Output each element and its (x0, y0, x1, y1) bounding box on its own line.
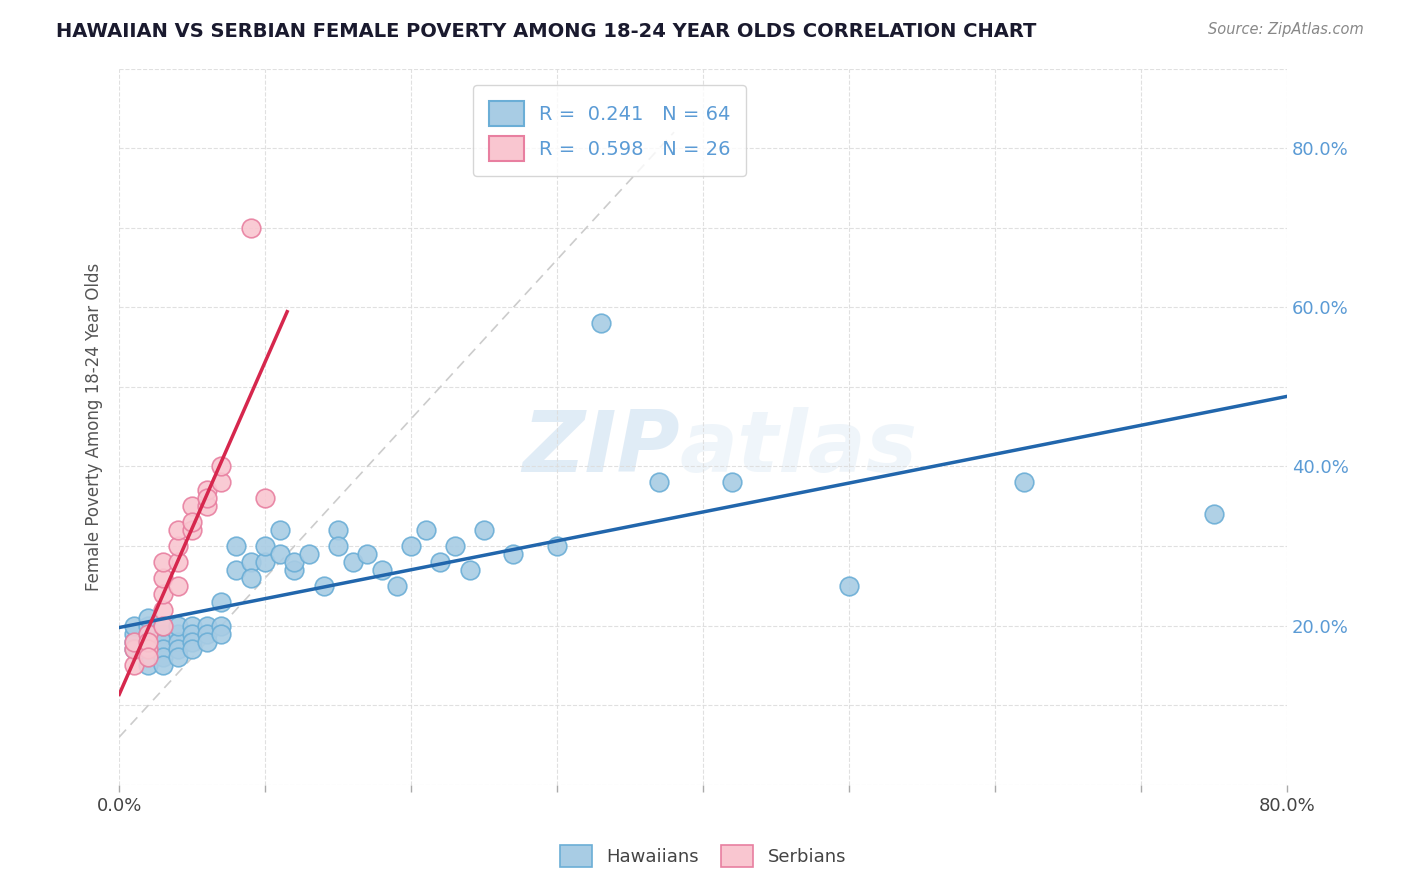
Point (211, 595, 233, 609)
Point (415, 523, 437, 537)
Point (328, 539, 350, 553)
Point (195, 500, 218, 514)
Point (152, 626, 174, 640)
Point (269, 523, 291, 537)
Point (181, 523, 204, 537)
Point (122, 626, 145, 640)
Point (225, 539, 247, 553)
Point (138, 634, 160, 648)
Point (122, 618, 145, 632)
Point (283, 555, 305, 569)
Point (721, 475, 744, 490)
Point (444, 539, 467, 553)
Point (166, 626, 188, 640)
Point (138, 650, 160, 665)
Text: ZIP: ZIP (522, 407, 681, 490)
Point (166, 579, 188, 593)
Point (181, 515, 204, 529)
Point (166, 634, 188, 648)
Point (472, 523, 495, 537)
Point (195, 483, 218, 498)
Point (328, 523, 350, 537)
Point (152, 602, 174, 616)
Point (138, 658, 160, 673)
Point (166, 539, 188, 553)
Point (458, 563, 481, 577)
Point (138, 642, 160, 657)
Y-axis label: Female Poverty Among 18-24 Year Olds: Female Poverty Among 18-24 Year Olds (86, 262, 103, 591)
Point (166, 618, 188, 632)
Point (122, 642, 145, 657)
Point (211, 618, 233, 632)
Point (195, 634, 218, 648)
Point (181, 634, 204, 648)
Point (166, 650, 188, 665)
Point (181, 500, 204, 514)
Point (138, 618, 160, 632)
Point (122, 642, 145, 657)
Point (225, 563, 247, 577)
Point (152, 618, 174, 632)
Point (122, 634, 145, 648)
Point (648, 475, 671, 490)
Point (166, 523, 188, 537)
Point (181, 642, 204, 657)
Text: Source: ZipAtlas.com: Source: ZipAtlas.com (1208, 22, 1364, 37)
Point (211, 459, 233, 474)
Point (138, 642, 160, 657)
Point (589, 316, 612, 330)
Point (181, 618, 204, 632)
Point (1204, 507, 1226, 521)
Point (152, 555, 174, 569)
Point (195, 618, 218, 632)
Point (269, 547, 291, 561)
Text: HAWAIIAN VS SERBIAN FEMALE POVERTY AMONG 18-24 YEAR OLDS CORRELATION CHART: HAWAIIAN VS SERBIAN FEMALE POVERTY AMONG… (56, 22, 1036, 41)
Point (254, 539, 277, 553)
Legend: R =  0.241   N = 64, R =  0.598   N = 26: R = 0.241 N = 64, R = 0.598 N = 26 (474, 86, 747, 177)
Point (122, 658, 145, 673)
Point (283, 563, 305, 577)
Point (152, 658, 174, 673)
Text: atlas: atlas (681, 407, 918, 490)
Point (152, 571, 174, 585)
Point (211, 475, 233, 490)
Point (195, 626, 218, 640)
Point (239, 555, 262, 569)
Point (239, 220, 262, 235)
Point (195, 491, 218, 506)
Point (138, 626, 160, 640)
Point (152, 618, 174, 632)
Point (342, 555, 364, 569)
Point (356, 547, 378, 561)
Point (239, 571, 262, 585)
Point (152, 650, 174, 665)
Point (138, 650, 160, 665)
Point (1014, 475, 1036, 490)
Point (546, 539, 568, 553)
Point (312, 579, 335, 593)
Point (385, 579, 408, 593)
Point (152, 634, 174, 648)
Point (166, 642, 188, 657)
Point (152, 642, 174, 657)
Point (122, 634, 145, 648)
Point (138, 634, 160, 648)
Legend: Hawaiians, Serbians: Hawaiians, Serbians (553, 838, 853, 874)
Point (181, 626, 204, 640)
Point (254, 491, 277, 506)
Point (429, 555, 451, 569)
Point (371, 563, 394, 577)
Point (298, 547, 321, 561)
Point (166, 555, 188, 569)
Point (138, 626, 160, 640)
Point (254, 555, 277, 569)
Point (211, 626, 233, 640)
Point (152, 587, 174, 601)
Point (838, 579, 860, 593)
Point (138, 610, 160, 624)
Point (502, 547, 524, 561)
Point (399, 539, 422, 553)
